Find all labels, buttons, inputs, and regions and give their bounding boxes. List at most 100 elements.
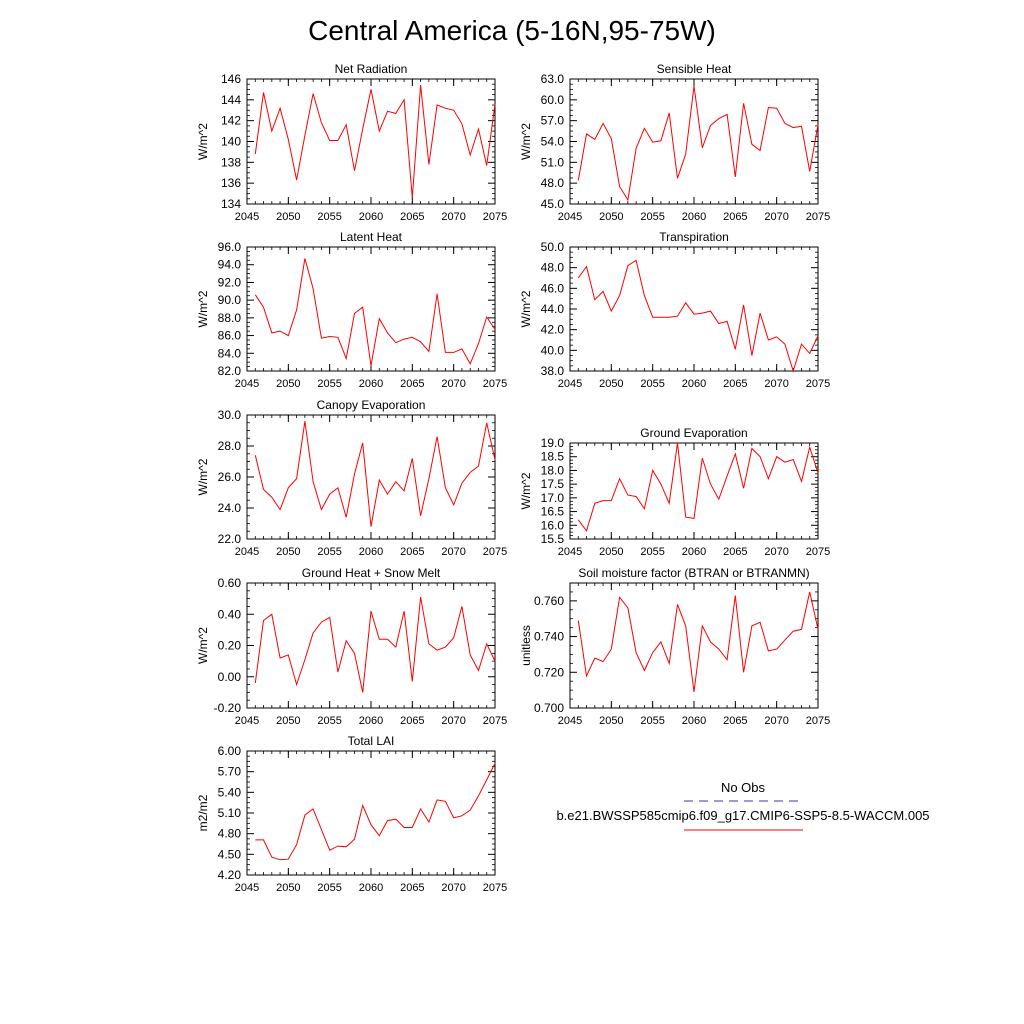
series-line [254, 85, 496, 198]
plot-frame [246, 750, 496, 876]
plot-frame [246, 246, 496, 372]
x-tick-label: 2070 [764, 546, 788, 558]
y-tick-label: 0.00 [218, 670, 242, 684]
x-tick-label: 2070 [764, 715, 788, 727]
x-tick-label: 2070 [441, 211, 465, 223]
y-axis-label: m2/m2 [196, 794, 210, 831]
y-tick-label: 6.00 [218, 744, 242, 758]
y-tick-label: 28.0 [218, 439, 242, 453]
panel-soil-moisture-factor-btran-or-btranmn: Soil moisture factor (BTRAN or BTRANMN) u… [519, 566, 830, 727]
y-tick-label: 48.0 [541, 261, 565, 275]
x-tick-label: 2055 [317, 378, 341, 390]
y-tick-label: 22.0 [218, 532, 242, 546]
x-tick-label: 2045 [558, 715, 582, 727]
panel-total-lai: Total LAI m2/m2 2045 2050 2055 2060 2065 2070 20… [196, 734, 507, 894]
series-line [577, 85, 819, 202]
page-title: Central America (5-16N,95-75W) [308, 15, 716, 46]
panel-transpiration: Transpiration W/m^2 2045 2050 2055 2060 2065 20… [519, 230, 830, 390]
x-tick-label: 2060 [359, 546, 383, 558]
x-tick-label: 2075 [806, 546, 830, 558]
x-tick-label: 2070 [764, 211, 788, 223]
y-tick-label: 5.40 [218, 785, 242, 799]
x-tick-label: 2055 [317, 715, 341, 727]
panel-title: Sensible Heat [657, 62, 732, 76]
legend-model-label: b.e21.BWSSP585cmip6.f09_g17.CMIP6-SSP5-8… [556, 808, 929, 823]
y-tick-label: 48.0 [541, 176, 565, 190]
x-tick-label: 2045 [235, 882, 259, 894]
x-tick-label: 2045 [235, 546, 259, 558]
y-tick-label: 16.0 [541, 518, 565, 532]
x-tick-label: 2075 [483, 211, 507, 223]
y-tick-label: 92.0 [218, 275, 242, 289]
y-axis-label: unitless [519, 625, 533, 666]
series-line [577, 259, 819, 373]
x-tick-label: 2075 [483, 715, 507, 727]
y-tick-label: 140 [221, 135, 241, 149]
y-tick-label: 0.60 [218, 576, 242, 590]
plot-frame [246, 414, 496, 540]
x-tick-label: 2055 [317, 546, 341, 558]
y-axis-label: W/m^2 [519, 123, 533, 160]
panel-title: Net Radiation [335, 62, 408, 76]
plot-frame [569, 246, 819, 372]
y-tick-label: 46.0 [541, 281, 565, 295]
x-tick-label: 2065 [400, 211, 424, 223]
y-tick-label: 0.40 [218, 607, 242, 621]
y-tick-label: 144 [221, 93, 241, 107]
y-tick-label: 84.0 [218, 346, 242, 360]
x-tick-label: 2060 [682, 715, 706, 727]
y-tick-label: 86.0 [218, 329, 242, 343]
panel-title: Transpiration [659, 230, 729, 244]
y-axis-label: W/m^2 [196, 123, 210, 160]
y-tick-label: 138 [221, 155, 241, 169]
y-tick-label: 0.20 [218, 639, 242, 653]
x-tick-label: 2045 [558, 378, 582, 390]
y-tick-label: 18.5 [541, 450, 565, 464]
x-tick-label: 2075 [483, 378, 507, 390]
x-tick-label: 2060 [359, 378, 383, 390]
x-tick-label: 2065 [723, 546, 747, 558]
panel-sensible-heat: Sensible Heat W/m^2 2045 2050 2055 2060 2065 20… [519, 62, 830, 223]
plot-frame [246, 582, 496, 709]
x-tick-label: 2045 [558, 211, 582, 223]
y-tick-label: 17.5 [541, 477, 565, 491]
x-tick-label: 2045 [235, 715, 259, 727]
x-tick-label: 2065 [723, 211, 747, 223]
y-tick-label: 96.0 [218, 240, 242, 254]
series-line [254, 258, 496, 366]
x-tick-label: 2055 [640, 211, 664, 223]
x-tick-label: 2055 [317, 882, 341, 894]
y-tick-label: 134 [221, 197, 241, 211]
panel-title: Ground Heat + Snow Melt [302, 566, 441, 580]
y-axis-label: W/m^2 [196, 627, 210, 664]
y-tick-label: 0.700 [534, 701, 564, 715]
series-line [254, 597, 496, 693]
x-tick-label: 2055 [640, 546, 664, 558]
panel-title: Total LAI [348, 734, 395, 748]
y-tick-label: 40.0 [541, 343, 565, 357]
y-axis-label: W/m^2 [519, 472, 533, 509]
y-tick-label: 24.0 [218, 501, 242, 515]
panel-ground-evaporation: Ground Evaporation W/m^2 2045 2050 2055 2060 2… [519, 426, 830, 558]
y-tick-label: 0.740 [534, 630, 564, 644]
y-tick-label: 50.0 [541, 240, 565, 254]
y-tick-label: 88.0 [218, 311, 242, 325]
x-tick-label: 2050 [276, 546, 300, 558]
x-tick-label: 2050 [276, 715, 300, 727]
y-tick-label: 16.5 [541, 505, 565, 519]
x-tick-label: 2050 [276, 378, 300, 390]
y-tick-label: 63.0 [541, 72, 565, 86]
x-tick-label: 2065 [400, 715, 424, 727]
y-tick-label: 26.0 [218, 470, 242, 484]
plot-frame [246, 78, 496, 205]
y-tick-label: 5.70 [218, 765, 242, 779]
x-tick-label: 2060 [359, 211, 383, 223]
x-tick-label: 2050 [276, 882, 300, 894]
x-tick-label: 2055 [640, 378, 664, 390]
y-tick-label: 17.0 [541, 491, 565, 505]
y-tick-label: 4.20 [218, 868, 242, 882]
x-tick-label: 2070 [441, 378, 465, 390]
x-tick-label: 2075 [806, 378, 830, 390]
x-tick-label: 2070 [441, 546, 465, 558]
x-tick-label: 2070 [441, 715, 465, 727]
